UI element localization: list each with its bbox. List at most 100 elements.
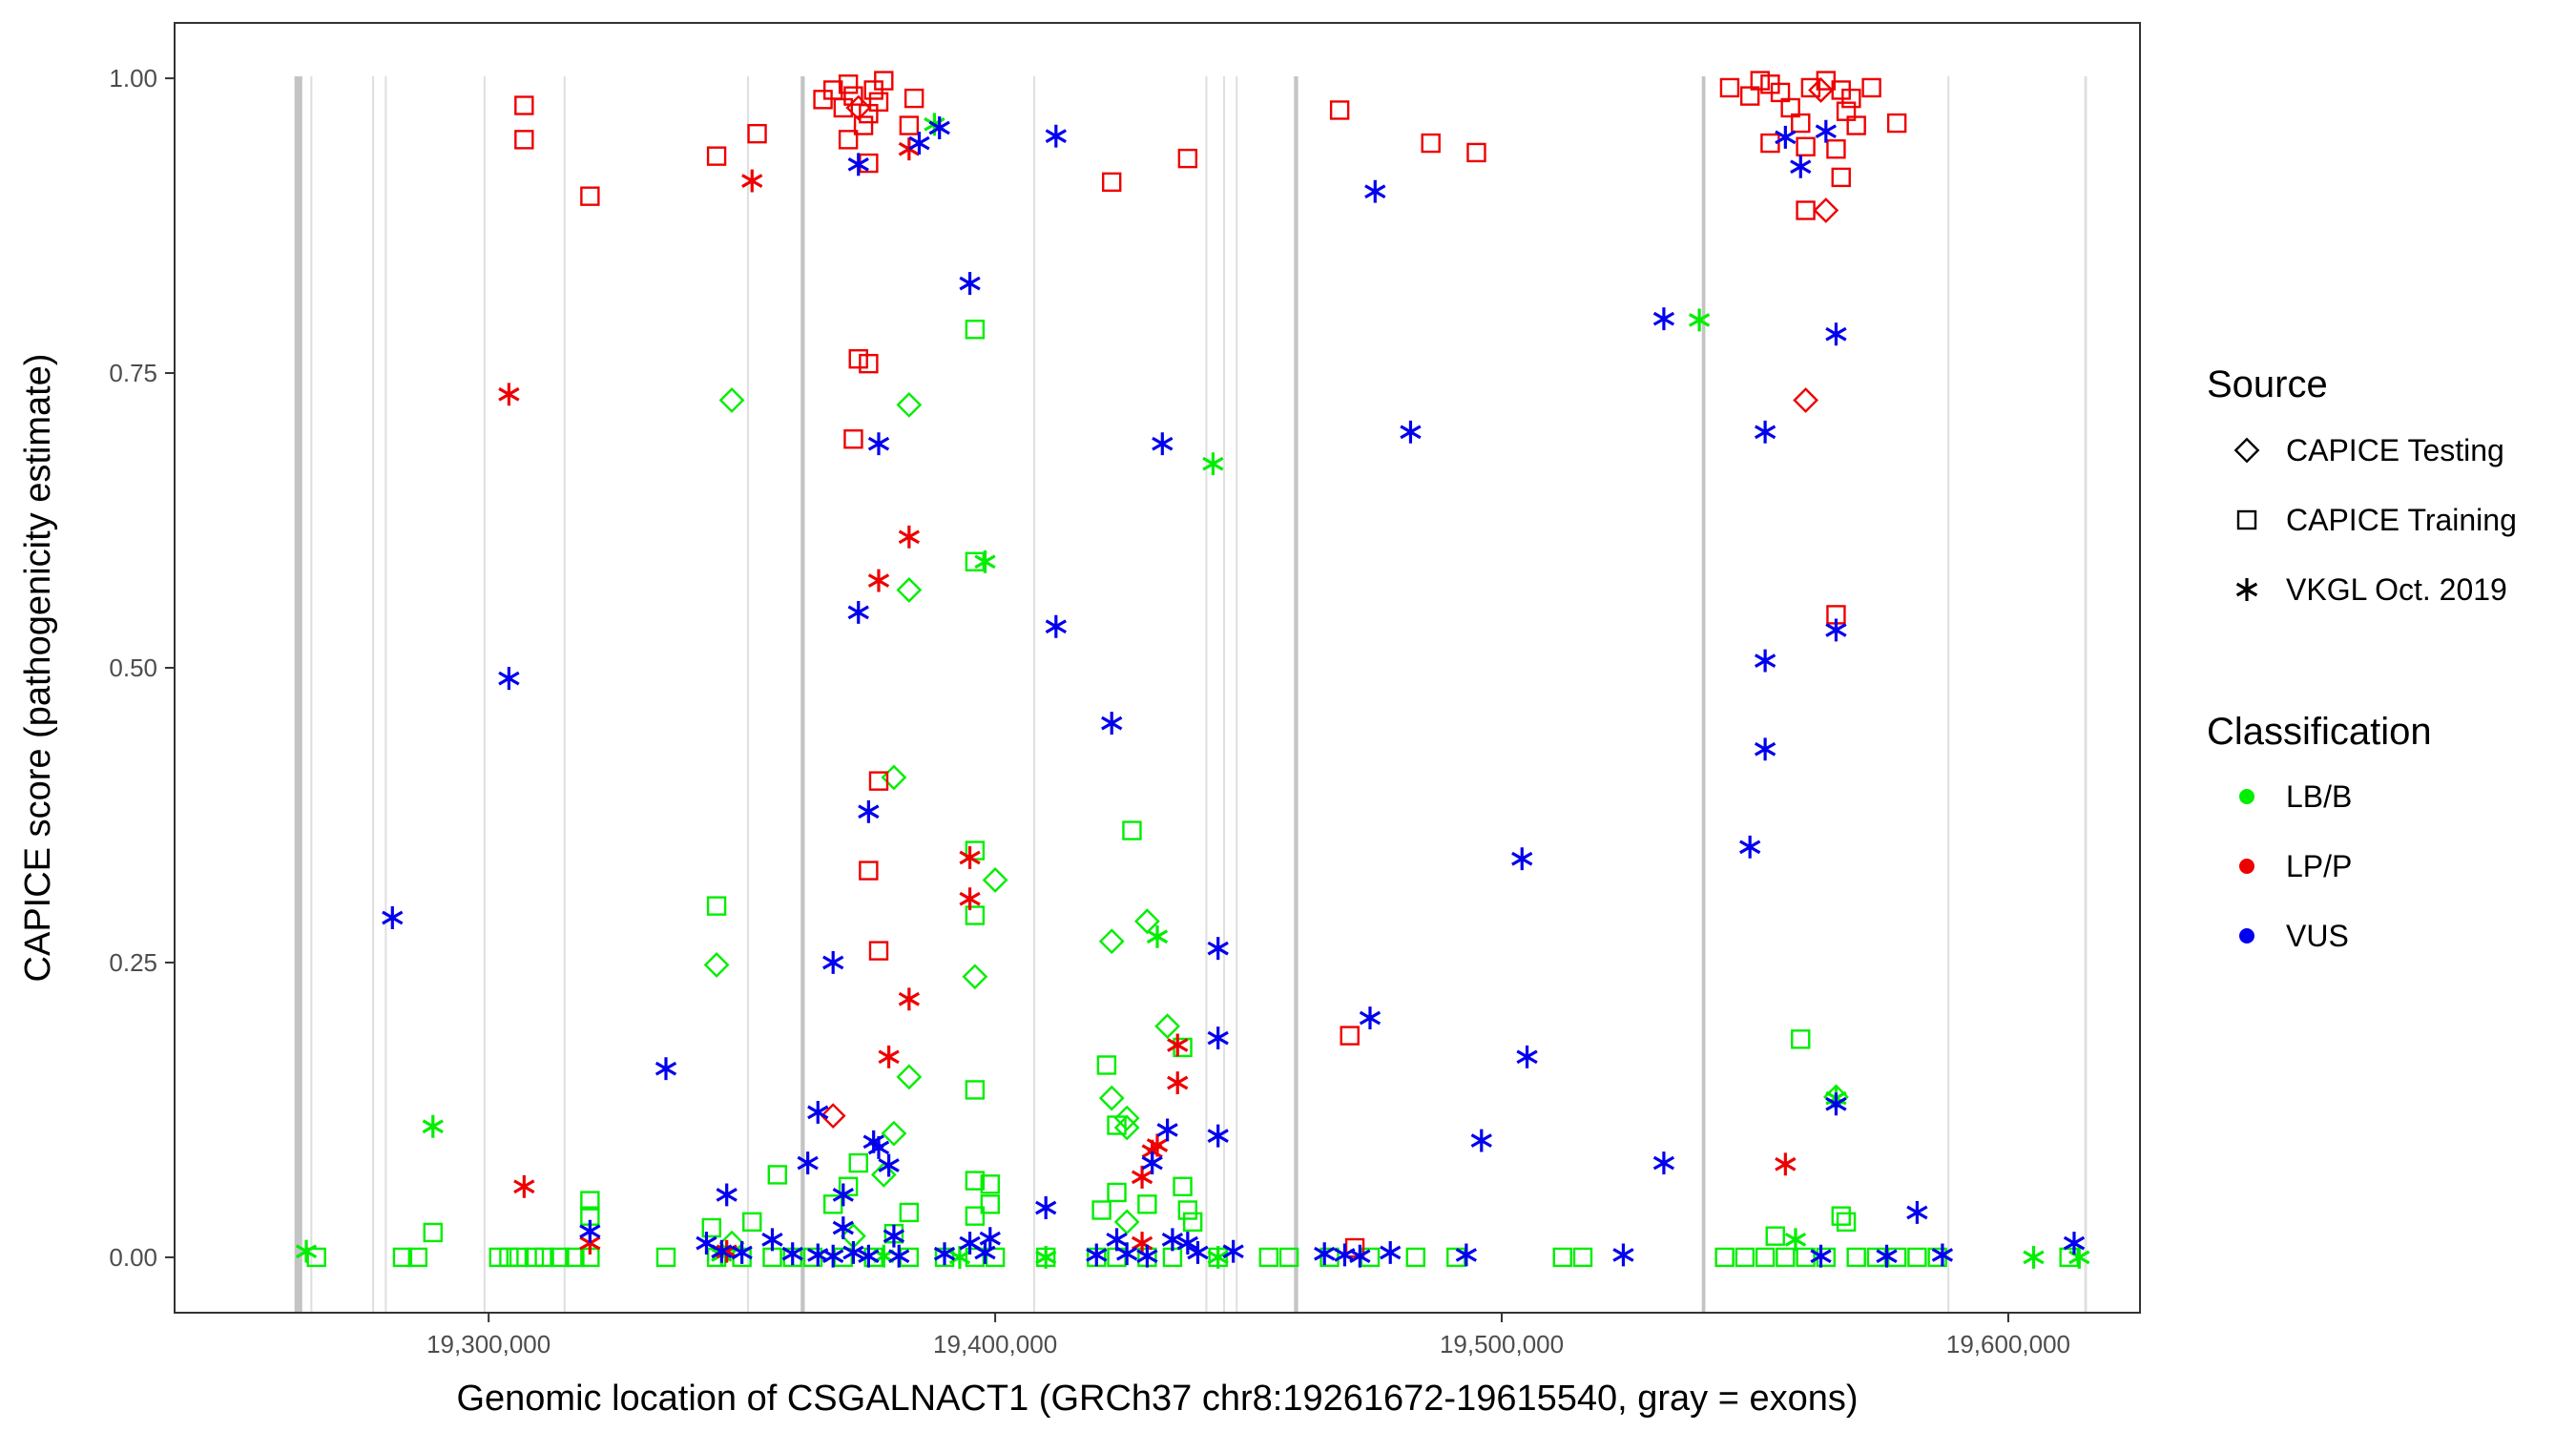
point-lbb-square-37: [407, 1247, 428, 1268]
point-lbb-diamond-3: [896, 577, 923, 603]
point-vus-asterisk-32: [1825, 1092, 1847, 1116]
point-lbb-asterisk-14: [2023, 1245, 2045, 1269]
point-lpp-square-51: [1796, 200, 1816, 220]
point-lbb-asterisk-10: [873, 1244, 895, 1268]
legend-source-keys: [2233, 437, 2260, 601]
point-lpp-square-22: [1421, 133, 1441, 154]
point-lpp-square-45: [1886, 113, 1907, 134]
point-vus-asterisk-54: [1106, 1228, 1128, 1252]
point-lbb-diamond-13: [1113, 1114, 1140, 1141]
point-vus-asterisk-4: [1364, 179, 1386, 203]
exon-band-2: [372, 76, 375, 1313]
point-lbb-asterisk-11: [948, 1245, 971, 1269]
point-vus-asterisk-6: [1815, 119, 1837, 143]
exon-band-7: [800, 76, 805, 1313]
exon-band-5: [563, 76, 566, 1313]
exon-bands: [294, 76, 2088, 1313]
point-vus-asterisk-38: [862, 1130, 884, 1153]
legend-class-key-1: [2239, 859, 2254, 874]
point-lbb-diamond-9: [1154, 1013, 1181, 1040]
point-lbb-square-40: [509, 1247, 530, 1268]
point-lpp-square-17: [899, 115, 920, 135]
point-vus-asterisk-67: [1086, 1243, 1108, 1267]
point-vus-asterisk-57: [711, 1239, 733, 1263]
point-vus-asterisk-48: [832, 1216, 854, 1239]
point-vus-asterisk-45: [1035, 1196, 1057, 1219]
point-lpp-square-11: [859, 103, 879, 124]
exon-band-13: [1701, 76, 1706, 1313]
point-lpp-square-46: [1791, 113, 1811, 134]
point-vus-asterisk-56: [1176, 1232, 1199, 1255]
point-lpp-asterisk-0: [741, 169, 763, 193]
point-lbb-square-31: [423, 1222, 443, 1243]
point-vus-asterisk-63: [858, 1244, 880, 1268]
point-vus-asterisk-59: [781, 1242, 803, 1266]
point-lpp-diamond-2: [820, 1103, 846, 1130]
point-lbb-diamond-6: [962, 964, 988, 990]
exon-band-15: [2084, 76, 2088, 1313]
point-vus-asterisk-11: [1400, 420, 1422, 444]
point-vus-asterisk-58: [731, 1241, 753, 1264]
point-lpp-asterisk-11: [1167, 1071, 1189, 1094]
point-lpp-square-19: [1102, 172, 1122, 193]
point-vus-asterisk-27: [822, 951, 844, 974]
point-lpp-diamond-0: [1793, 387, 1818, 413]
point-lbb-square-23: [1107, 1182, 1127, 1203]
point-lbb-square-74: [1755, 1247, 1776, 1268]
point-lbb-square-21: [965, 1206, 986, 1226]
exon-band-14: [1947, 76, 1950, 1313]
legend-source-label-vkgl: VKGL Oct. 2019: [2286, 572, 2507, 607]
point-lbb-square-49: [762, 1247, 782, 1268]
point-lpp-square-32: [1719, 77, 1740, 98]
point-lbb-square-46: [655, 1247, 676, 1268]
point-lbb-square-38: [488, 1247, 509, 1268]
legend-source-title: Source: [2207, 363, 2328, 405]
point-vus-asterisk-62: [842, 1241, 864, 1264]
x-tick-label-3: 19,600,000: [1946, 1330, 2070, 1358]
point-lpp-square-21: [1329, 100, 1350, 120]
legend-source-key-1: [2236, 509, 2257, 530]
x-tick-label-1: 19,400,000: [933, 1330, 1057, 1358]
point-lbb-square-29: [1836, 1212, 1857, 1233]
point-lbb-square-30: [1765, 1226, 1785, 1246]
point-lbb-square-27: [1182, 1212, 1203, 1233]
legend-class-label-lbb: LB/B: [2286, 779, 2352, 814]
point-lbb-diamond-1: [703, 952, 730, 978]
legend-class-keys: [2239, 789, 2254, 944]
point-vus-asterisk-29: [1207, 1027, 1229, 1049]
point-lbb-square-24: [1137, 1194, 1157, 1214]
point-vus-asterisk-64: [888, 1244, 910, 1268]
exon-band-3: [384, 76, 387, 1313]
point-vus-asterisk-35: [1207, 1124, 1229, 1148]
point-lpp-asterisk-8: [898, 987, 920, 1011]
point-lbb-square-33: [742, 1212, 762, 1233]
point-lpp-square-44: [1846, 115, 1866, 135]
point-lpp-square-3: [706, 146, 727, 166]
point-vus-asterisk-30: [1516, 1045, 1538, 1068]
point-lpp-square-48: [1760, 133, 1780, 154]
point-lpp-square-27: [868, 771, 889, 791]
point-vus-asterisk-17: [1825, 618, 1847, 642]
exon-band-1: [310, 76, 313, 1313]
point-lbb-asterisk-13: [1207, 1245, 1229, 1269]
point-lbb-square-39: [499, 1247, 519, 1268]
y-tick-label-2: 0.50: [109, 653, 157, 682]
point-lpp-diamond-3: [1808, 77, 1834, 103]
point-lbb-diamond-19: [1113, 1209, 1140, 1235]
point-vus-asterisk-70: [1187, 1241, 1209, 1264]
point-lbb-asterisk-6: [1688, 308, 1711, 332]
point-lpp-square-37: [1780, 97, 1800, 118]
point-vus-asterisk-68: [1115, 1242, 1138, 1266]
point-lbb-asterisk-0: [295, 1239, 318, 1263]
point-lbb-square-73: [1735, 1247, 1755, 1268]
point-vus-asterisk-55: [1161, 1228, 1184, 1252]
point-vus-asterisk-52: [959, 1232, 981, 1255]
point-lpp-square-8: [838, 74, 859, 94]
point-vus-asterisk-13: [1152, 432, 1174, 456]
point-vus-asterisk-15: [847, 600, 869, 624]
point-vus-asterisk-25: [382, 906, 404, 929]
point-vus-asterisk-16: [1045, 614, 1067, 638]
data-points: [295, 71, 2090, 1269]
point-lpp-square-24: [848, 349, 868, 369]
y-tick-label-0: 0.00: [109, 1243, 157, 1272]
